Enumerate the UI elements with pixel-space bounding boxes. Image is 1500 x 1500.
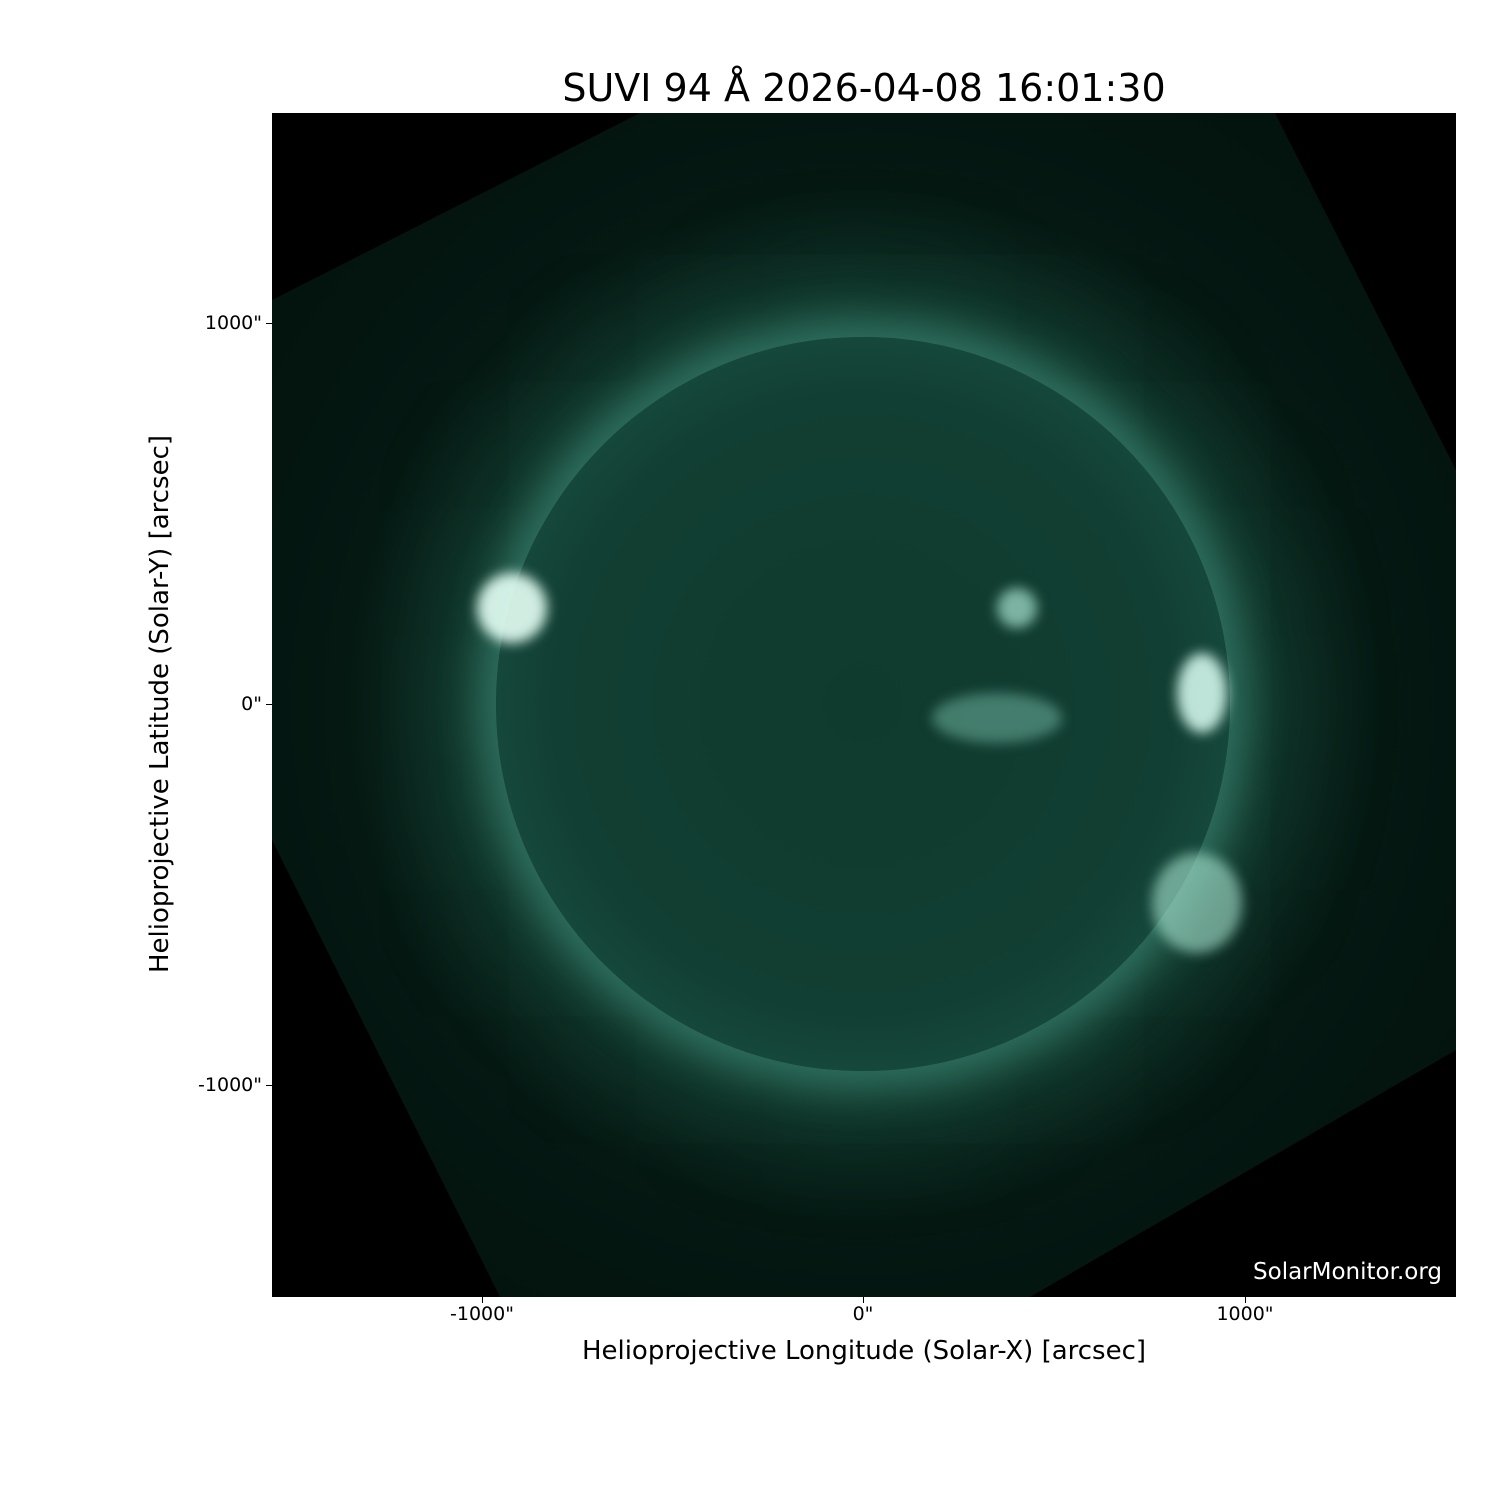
y-tick-mark (266, 323, 272, 324)
active-region (932, 693, 1062, 743)
solar-image: SolarMonitor.org (272, 113, 1456, 1297)
y-tick-mark (266, 1085, 272, 1086)
plot-title: SUVI 94 Å 2026-04-08 16:01:30 (562, 66, 1166, 110)
x-tick-mark (863, 1297, 864, 1303)
x-tick-mark (482, 1297, 483, 1303)
y-tick-label: 1000" (204, 312, 262, 334)
active-region (1152, 853, 1242, 953)
y-tick-mark (266, 704, 272, 705)
solar-disk (496, 337, 1230, 1071)
y-axis-label: Helioprojective Latitude (Solar-Y) [arcs… (145, 434, 175, 974)
active-region (477, 573, 547, 643)
y-tick-label: 0" (241, 693, 262, 715)
y-tick-label: -1000" (198, 1074, 262, 1096)
active-region (1177, 653, 1227, 733)
x-tick-label: 0" (852, 1303, 874, 1325)
watermark: SolarMonitor.org (1253, 1259, 1442, 1285)
x-axis-label: Helioprojective Longitude (Solar-X) [arc… (581, 1336, 1147, 1366)
x-tick-label: -1000" (450, 1303, 514, 1325)
x-tick-mark (1245, 1297, 1246, 1303)
x-tick-label: 1000" (1216, 1303, 1274, 1325)
active-region (997, 588, 1037, 628)
